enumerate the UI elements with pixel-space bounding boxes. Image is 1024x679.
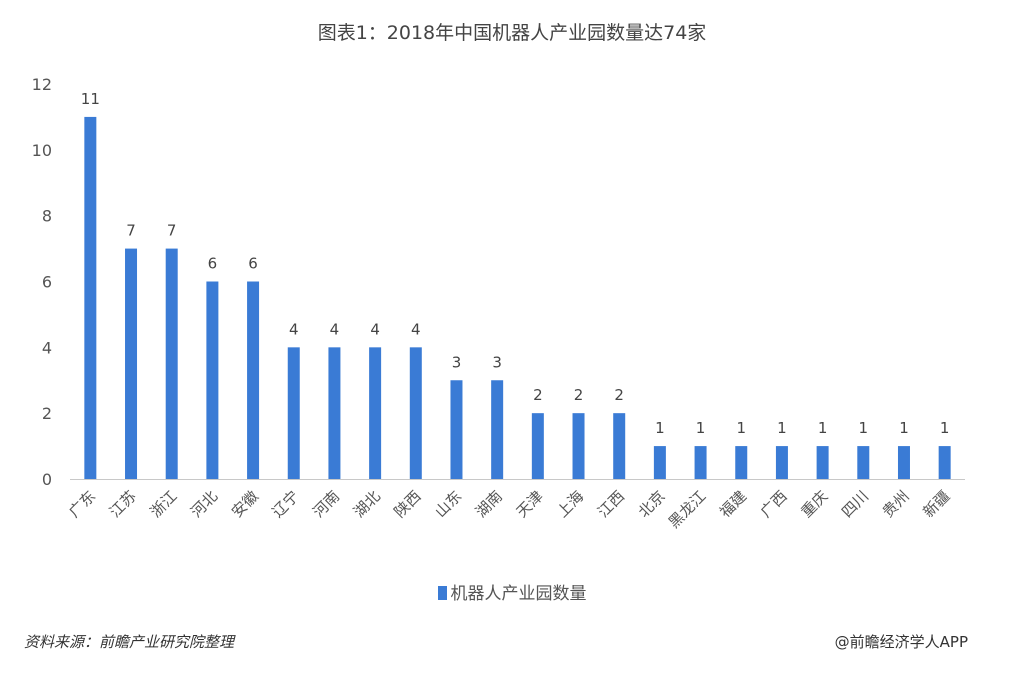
category-label: 四川	[838, 487, 872, 521]
data-label: 1	[777, 419, 787, 437]
category-label: 广西	[757, 487, 791, 521]
bar	[816, 446, 829, 479]
bar	[165, 248, 178, 479]
bar	[125, 248, 138, 479]
data-label: 6	[248, 255, 258, 273]
category-label: 陕西	[391, 487, 425, 521]
bar	[653, 446, 666, 479]
y-tick-label: 6	[42, 273, 52, 292]
data-label: 6	[208, 255, 218, 273]
bar	[247, 281, 260, 479]
category-label: 天津	[513, 487, 547, 521]
bar	[328, 347, 341, 479]
y-tick-label: 10	[32, 141, 52, 160]
data-label: 1	[859, 419, 869, 437]
data-label: 4	[289, 320, 299, 338]
category-label: 河南	[309, 487, 343, 521]
bar	[572, 413, 585, 479]
legend-label: 机器人产业园数量	[450, 584, 587, 604]
credit-text: @前瞻经济学人APP	[834, 633, 968, 651]
category-label: 广东	[65, 487, 99, 521]
category-labels-group: 广东 江苏 浙江 河北 安徽 辽宁 河南 湖北 陕西 山东 湖南 天津 上海 江西 北京黑龙江 福建 广西 重庆四…	[65, 487, 953, 532]
data-labels-group: 117 76 64 4 4 43 32 2 21 1 1 1 1 1 1 1	[81, 90, 950, 437]
data-label: 4	[370, 320, 380, 338]
category-label: 福建	[716, 487, 750, 521]
bar	[531, 413, 544, 479]
category-label: 贵州	[879, 487, 913, 521]
bar	[84, 116, 97, 480]
bar	[409, 347, 422, 479]
data-label: 3	[492, 353, 502, 371]
bar	[775, 446, 788, 479]
data-label: 4	[330, 320, 340, 338]
bar	[938, 446, 951, 479]
data-label: 1	[818, 419, 828, 437]
category-label: 黑龙江	[665, 487, 710, 532]
bar	[897, 446, 910, 479]
bar	[491, 380, 504, 479]
bar	[613, 413, 626, 479]
data-label: 3	[452, 353, 462, 371]
data-label: 1	[655, 419, 665, 437]
y-axis: 0 2 4 6 8 10 12	[32, 75, 52, 489]
bars-group	[84, 116, 951, 480]
data-label: 7	[126, 222, 136, 240]
category-label: 湖南	[472, 487, 506, 521]
bar	[735, 446, 748, 479]
data-label: 1	[696, 419, 706, 437]
category-label: 湖北	[350, 487, 384, 521]
data-label: 11	[81, 90, 100, 108]
data-label: 7	[167, 222, 177, 240]
category-label: 江西	[594, 487, 628, 521]
category-label: 河北	[187, 487, 221, 521]
data-label: 1	[899, 419, 909, 437]
category-label: 安徽	[228, 487, 262, 521]
category-label: 辽宁	[269, 487, 303, 521]
data-label: 4	[411, 320, 421, 338]
bar	[857, 446, 870, 479]
data-label: 1	[940, 419, 950, 437]
source-note: 资料来源：前瞻产业研究院整理	[24, 633, 235, 651]
category-label: 江苏	[106, 487, 140, 521]
legend-swatch	[437, 586, 447, 600]
data-label: 2	[533, 386, 543, 404]
bar	[694, 446, 707, 479]
data-label: 2	[574, 386, 584, 404]
y-tick-label: 4	[42, 338, 52, 357]
category-label: 山东	[431, 487, 465, 521]
category-label: 新疆	[920, 487, 954, 521]
bar	[287, 347, 300, 479]
y-tick-label: 12	[32, 75, 52, 94]
bar	[206, 281, 219, 479]
data-label: 2	[614, 386, 624, 404]
category-label: 北京	[635, 487, 669, 521]
category-label: 浙江	[147, 487, 181, 521]
y-tick-label: 8	[42, 207, 52, 226]
data-label: 1	[736, 419, 746, 437]
category-label: 重庆	[797, 487, 831, 521]
chart-title: 图表1：2018年中国机器人产业园数量达74家	[317, 22, 707, 44]
y-tick-label: 0	[42, 470, 52, 489]
bar	[369, 347, 382, 479]
legend: 机器人产业园数量	[0, 579, 1024, 604]
bar	[450, 380, 463, 479]
category-label: 上海	[553, 487, 587, 521]
y-tick-label: 2	[42, 404, 52, 423]
